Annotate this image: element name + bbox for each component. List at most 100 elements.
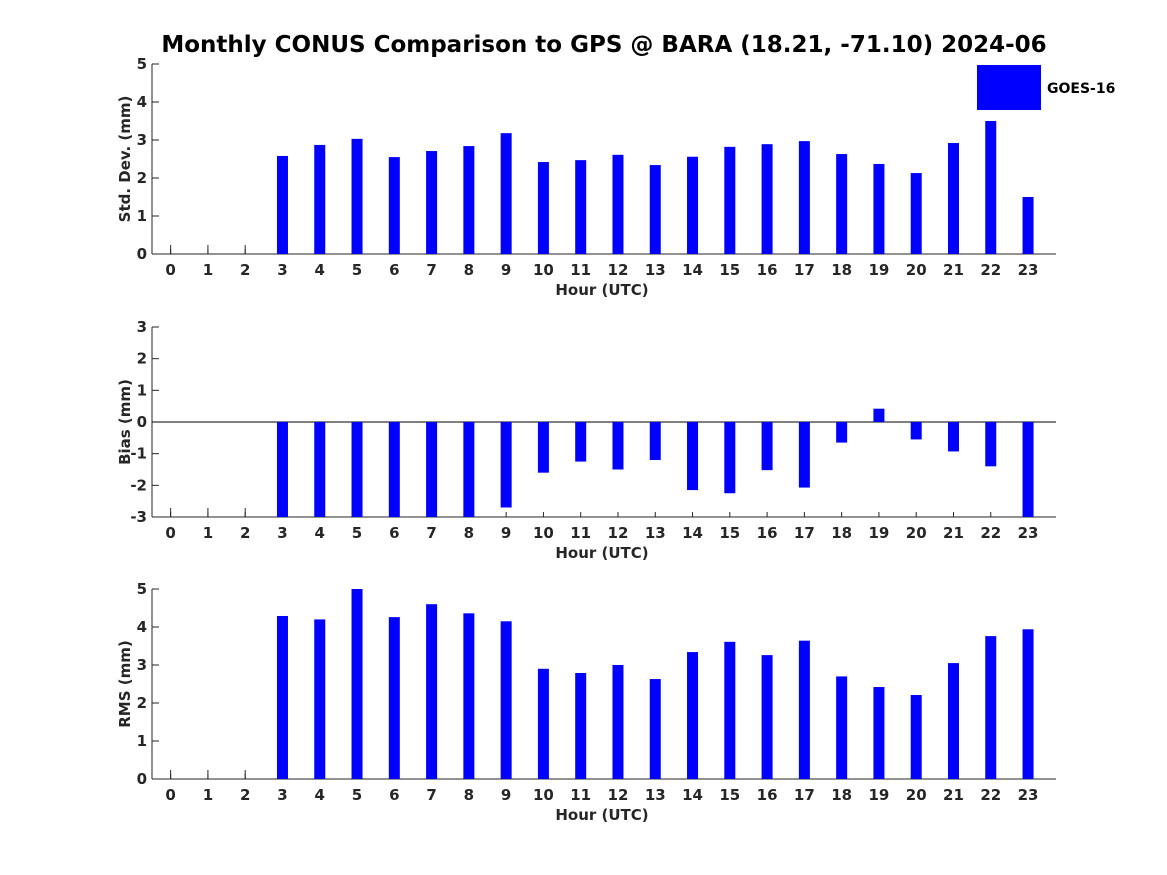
bar xyxy=(798,640,810,779)
x-tick-label: 23 xyxy=(1018,786,1039,804)
x-tick-label: 12 xyxy=(608,524,629,542)
bar xyxy=(426,151,438,254)
x-tick-label: 9 xyxy=(501,786,511,804)
x-tick-label: 0 xyxy=(165,524,175,542)
x-axis-label: Hour (UTC) xyxy=(555,806,648,824)
bar xyxy=(463,422,475,517)
x-tick-label: 8 xyxy=(464,786,474,804)
bar xyxy=(463,146,475,254)
x-tick-label: 21 xyxy=(943,261,964,279)
bar xyxy=(388,422,400,517)
x-tick-label: 4 xyxy=(315,786,325,804)
bar xyxy=(836,422,848,443)
x-tick-label: 21 xyxy=(943,786,964,804)
bar xyxy=(537,162,549,254)
x-tick-label: 9 xyxy=(501,261,511,279)
bar xyxy=(761,655,773,779)
bar xyxy=(947,663,959,779)
x-tick-label: 12 xyxy=(608,261,629,279)
y-tick-label: 4 xyxy=(137,93,147,111)
x-tick-label: 16 xyxy=(757,786,778,804)
x-tick-label: 11 xyxy=(570,524,591,542)
y-tick-label: 1 xyxy=(137,207,147,225)
x-tick-label: 19 xyxy=(868,524,889,542)
x-tick-label: 4 xyxy=(315,261,325,279)
bar xyxy=(724,641,736,779)
y-tick-label: -3 xyxy=(130,508,147,526)
bar xyxy=(351,589,363,779)
x-tick-label: 14 xyxy=(682,786,703,804)
legend-label: GOES-16 xyxy=(1047,81,1115,97)
x-tick-label: 17 xyxy=(794,786,815,804)
bar xyxy=(985,422,997,467)
bar xyxy=(314,144,326,254)
x-tick-label: 20 xyxy=(906,261,927,279)
y-tick-label: 2 xyxy=(137,169,147,187)
x-tick-label: 18 xyxy=(831,261,852,279)
x-tick-label: 15 xyxy=(719,786,740,804)
x-tick-label: 5 xyxy=(352,524,362,542)
bar xyxy=(276,615,288,779)
x-tick-label: 23 xyxy=(1018,524,1039,542)
y-axis-label: Std. Dev. (mm) xyxy=(116,96,134,223)
x-tick-label: 0 xyxy=(165,786,175,804)
bar xyxy=(724,422,736,494)
x-tick-label: 22 xyxy=(980,261,1001,279)
bar xyxy=(388,617,400,779)
x-tick-label: 3 xyxy=(277,261,287,279)
bar xyxy=(575,422,587,462)
bar xyxy=(947,422,959,452)
y-tick-label: 0 xyxy=(137,413,147,431)
x-tick-label: 6 xyxy=(389,261,399,279)
bar xyxy=(873,408,885,422)
legend: GOES-16 xyxy=(977,65,1115,110)
x-tick-label: 14 xyxy=(682,524,703,542)
bar xyxy=(910,695,922,779)
x-tick-label: 4 xyxy=(315,524,325,542)
x-tick-label: 9 xyxy=(501,524,511,542)
x-tick-label: 16 xyxy=(757,261,778,279)
y-tick-label: 1 xyxy=(137,732,147,750)
bar xyxy=(426,604,438,779)
bar xyxy=(873,687,885,779)
x-tick-label: 22 xyxy=(980,524,1001,542)
x-tick-label: 13 xyxy=(645,786,666,804)
y-tick-label: 0 xyxy=(137,245,147,263)
x-tick-label: 20 xyxy=(906,524,927,542)
bar xyxy=(724,146,736,254)
bar xyxy=(836,676,848,779)
chart-title: Monthly CONUS Comparison to GPS @ BARA (… xyxy=(161,32,1046,58)
bar xyxy=(985,121,997,254)
y-tick-label: 1 xyxy=(137,381,147,399)
x-tick-label: 10 xyxy=(533,524,554,542)
x-tick-label: 2 xyxy=(240,786,250,804)
bar xyxy=(426,422,438,517)
x-tick-label: 2 xyxy=(240,261,250,279)
bar xyxy=(463,613,475,779)
bar xyxy=(612,154,624,254)
x-tick-label: 16 xyxy=(757,524,778,542)
y-tick-label: 3 xyxy=(137,131,147,149)
bar xyxy=(985,636,997,779)
bar xyxy=(612,422,624,470)
bar xyxy=(575,160,587,254)
bar xyxy=(500,133,512,254)
x-tick-label: 18 xyxy=(831,524,852,542)
bar xyxy=(537,668,549,779)
bar xyxy=(500,422,512,508)
bar xyxy=(1022,197,1034,254)
bar xyxy=(314,422,326,517)
y-tick-label: 4 xyxy=(137,618,147,636)
y-tick-label: -1 xyxy=(130,445,147,463)
x-tick-label: 5 xyxy=(352,786,362,804)
x-tick-label: 8 xyxy=(464,524,474,542)
y-tick-label: -2 xyxy=(130,476,147,494)
bar xyxy=(351,422,363,517)
y-tick-label: 2 xyxy=(137,694,147,712)
x-tick-label: 7 xyxy=(426,261,436,279)
bar xyxy=(798,141,810,254)
x-tick-label: 13 xyxy=(645,261,666,279)
bar xyxy=(500,621,512,779)
x-tick-label: 22 xyxy=(980,786,1001,804)
